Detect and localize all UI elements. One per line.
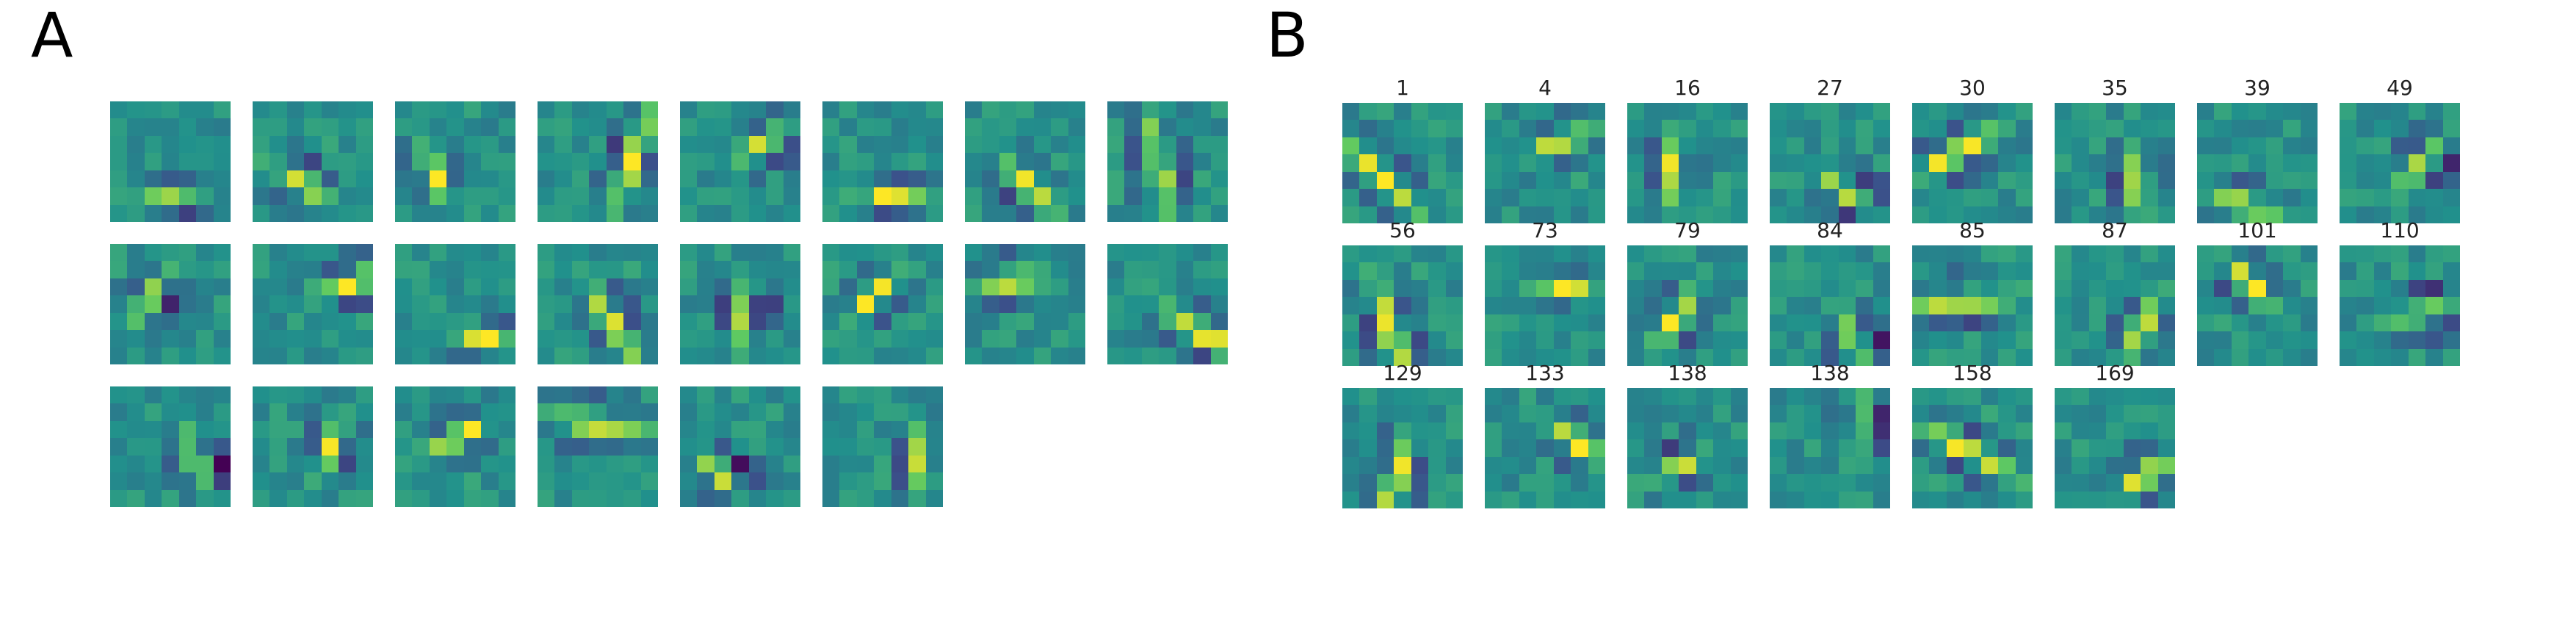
filter-index-label: 169 [2095,361,2135,385]
filter-index-label: 79 [1674,218,1701,242]
filter-tile-b [1485,245,1605,366]
panel-label-b: B [1266,0,1309,71]
filter-tile-a [822,101,943,222]
filter-tile-b [1485,103,1605,223]
filter-index-label: 30 [1959,76,1986,100]
filter-index-label: 158 [1953,361,1992,385]
filter-index-label: 4 [1538,76,1552,100]
filter-tile-a [253,244,373,364]
filter-tile-a [253,101,373,222]
filter-index-label: 73 [1532,218,1558,242]
filter-tile-a [680,244,800,364]
filter-tile-b [2197,103,2318,223]
filter-index-label: 16 [1674,76,1701,100]
filter-tile-b [1627,245,1748,366]
filter-tile-b [1342,103,1463,223]
filter-tile-a [253,386,373,507]
filter-tile-b [2197,245,2318,366]
filter-index-label: 35 [2102,76,2128,100]
filter-tile-b [1342,245,1463,366]
filter-index-label: 133 [1525,361,1565,385]
filter-tile-a [395,244,515,364]
filter-tile-a [538,244,658,364]
filter-tile-a [822,244,943,364]
filter-index-label: 39 [2244,76,2271,100]
filter-index-label: 110 [2380,218,2420,242]
filter-tile-a [1107,101,1228,222]
filter-tile-a [110,101,231,222]
filter-index-label: 49 [2387,76,2413,100]
filter-index-label: 56 [1389,218,1416,242]
filter-index-label: 1 [1396,76,1409,100]
filter-tile-b [1912,103,2033,223]
filter-index-label: 101 [2237,218,2277,242]
filter-index-label: 27 [1817,76,1843,100]
filter-tile-b [2055,388,2175,508]
filter-tile-a [1107,244,1228,364]
filter-index-label: 84 [1817,218,1843,242]
filter-tile-b [1770,245,1890,366]
filter-tile-a [110,244,231,364]
filter-tile-b [1485,388,1605,508]
filter-tile-a [395,101,515,222]
filter-tile-a [395,386,515,507]
filter-tile-b [1770,103,1890,223]
filter-tile-b [1627,103,1748,223]
filter-index-label: 138 [1810,361,1850,385]
filter-tile-b [2055,103,2175,223]
filter-tile-a [680,101,800,222]
filter-tile-a [965,101,1085,222]
filter-tile-a [538,101,658,222]
filter-tile-b [1627,388,1748,508]
filter-tile-a [965,244,1085,364]
filter-tile-b [2340,245,2460,366]
filter-index-label: 138 [1668,361,1707,385]
filter-tile-b [2340,103,2460,223]
filter-tile-a [680,386,800,507]
filter-tile-a [538,386,658,507]
filter-tile-b [1912,388,2033,508]
filter-tile-b [1912,245,2033,366]
filter-index-label: 85 [1959,218,1986,242]
filter-index-label: 129 [1383,361,1422,385]
filter-tile-a [822,386,943,507]
panel-label-a: A [31,0,73,71]
filter-tile-a [110,386,231,507]
filter-tile-b [1770,388,1890,508]
filter-index-label: 87 [2102,218,2128,242]
filter-tile-b [2055,245,2175,366]
filter-tile-b [1342,388,1463,508]
